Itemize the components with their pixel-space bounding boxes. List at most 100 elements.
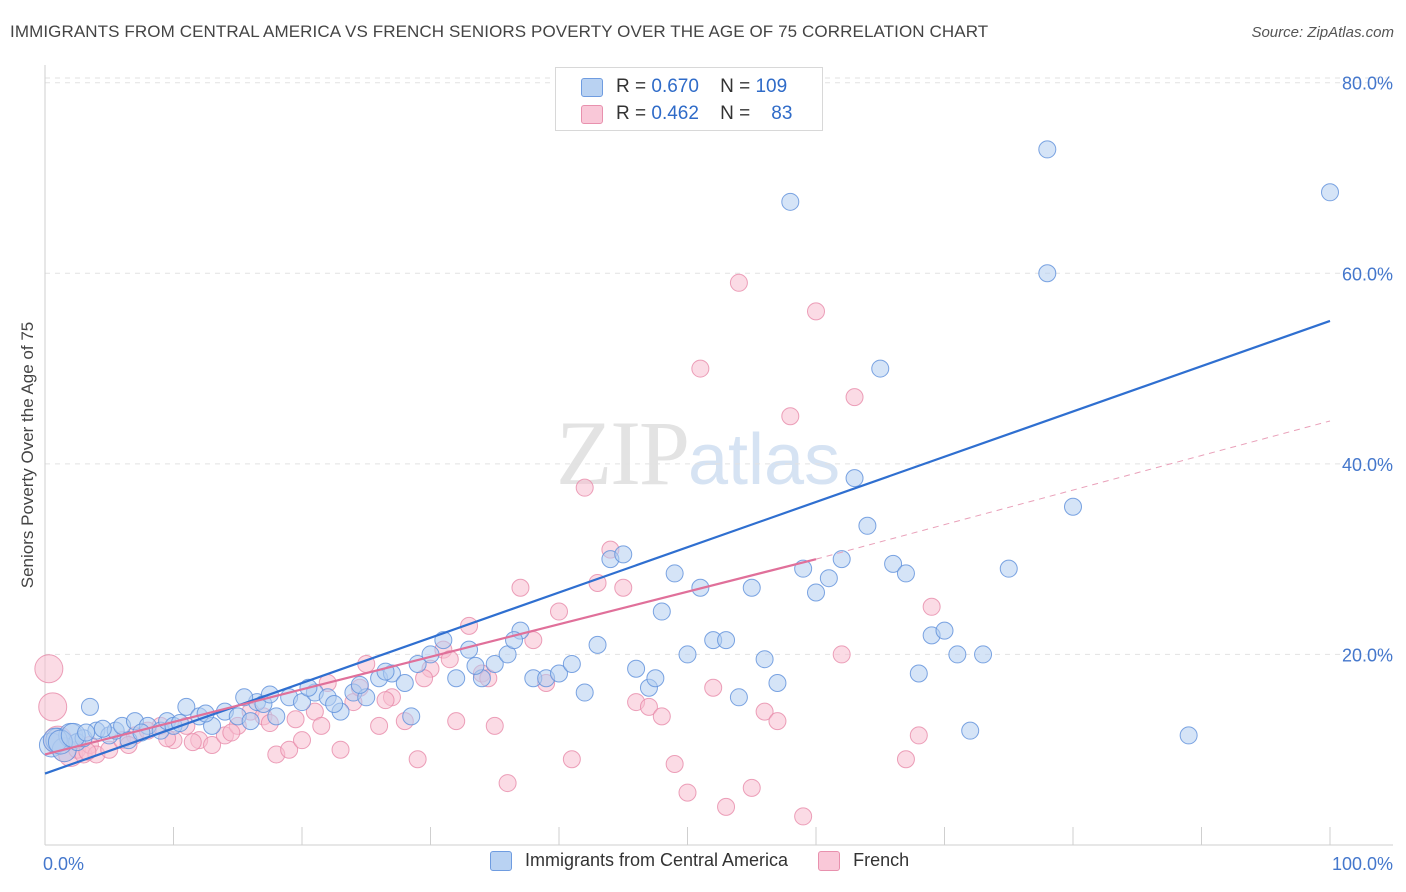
central-america-point	[742, 578, 761, 597]
central-america-point	[395, 674, 414, 693]
watermark-atlas: atlas	[688, 420, 841, 500]
central-america-point	[1321, 183, 1339, 202]
french-point	[511, 578, 530, 597]
central-america-point	[267, 707, 286, 726]
central-america-point	[935, 621, 954, 640]
central-america-point	[948, 645, 967, 664]
legend-r-label: R =	[616, 76, 647, 97]
legend-r-value: 0.462	[651, 103, 699, 124]
central-america-point	[575, 683, 594, 702]
french-point	[768, 712, 787, 731]
legend-swatch-pink	[818, 850, 841, 871]
french-point	[614, 578, 633, 597]
french-point	[286, 710, 305, 729]
central-america-point	[755, 650, 774, 669]
x-tick-label: 0.0%	[43, 854, 84, 874]
central-america-point	[871, 359, 890, 378]
french-point	[440, 650, 459, 669]
central-america-point	[884, 554, 903, 573]
french-point	[845, 388, 864, 407]
central-america-point	[485, 654, 504, 673]
central-america-point	[665, 564, 684, 583]
french-trendline-extension	[815, 420, 1331, 560]
french-point	[498, 774, 517, 793]
central-america-point	[768, 674, 787, 693]
correlation-legend: R = 0.670 N = 109 R = 0.462 N = 83	[555, 67, 823, 131]
central-america-point	[80, 697, 99, 716]
french-point	[781, 407, 800, 426]
central-america-point	[858, 516, 877, 535]
french-point	[331, 740, 350, 759]
french-point	[755, 702, 774, 721]
central-america-point	[896, 564, 915, 583]
central-america-point	[1179, 726, 1198, 745]
french-point	[729, 273, 748, 292]
legend-row-blue: R = 0.670 N = 109	[556, 73, 787, 101]
central-america-point	[961, 721, 980, 740]
central-america-point	[999, 559, 1018, 578]
french-point	[376, 691, 395, 710]
french-point	[485, 716, 504, 735]
central-america-point	[678, 645, 697, 664]
legend-item-french: French	[818, 850, 909, 871]
central-america-point	[325, 694, 344, 713]
central-america-point	[588, 635, 607, 654]
french-point	[183, 733, 202, 752]
french-point	[665, 755, 684, 774]
french-point	[704, 678, 723, 697]
central-america-point	[550, 664, 568, 683]
french-point	[717, 797, 736, 816]
x-tick-label: 100.0%	[1332, 854, 1393, 874]
french-point	[742, 778, 761, 797]
central-america-point	[1038, 264, 1057, 283]
french-point	[909, 726, 928, 745]
french-point	[38, 692, 68, 722]
central-america-point	[350, 675, 369, 694]
french-point	[222, 723, 241, 742]
legend-n-label: N =	[720, 76, 751, 97]
central-america-point	[729, 688, 748, 707]
legend-item-central-america: Immigrants from Central America	[490, 850, 788, 871]
central-america-point	[627, 659, 646, 678]
central-america-point	[819, 569, 838, 588]
chart-title: IMMIGRANTS FROM CENTRAL AMERICA VS FRENC…	[10, 22, 989, 41]
legend-r-value: 0.670	[651, 76, 699, 97]
central-america-point	[845, 469, 864, 488]
central-america-point	[614, 545, 633, 564]
central-america-point	[466, 656, 485, 675]
central-america-point	[781, 192, 800, 211]
y-tick-label: 20.0%	[1342, 645, 1393, 665]
legend-n-value: 109	[755, 76, 788, 97]
y-tick-label: 40.0%	[1342, 455, 1393, 475]
legend-n-value: 83	[771, 103, 793, 124]
french-point	[293, 731, 311, 750]
french-point	[896, 750, 915, 769]
central-america-point	[1038, 140, 1057, 159]
y-tick-label: 60.0%	[1342, 264, 1393, 284]
central-america-trendline	[44, 319, 1331, 775]
central-america-point	[1064, 497, 1082, 516]
legend-series-label: French	[853, 850, 910, 870]
central-america-point	[241, 712, 260, 731]
french-point	[652, 707, 671, 726]
french-point	[280, 740, 299, 759]
y-tick-label: 80.0%	[1342, 74, 1393, 94]
legend-series-label: Immigrants from Central America	[525, 850, 789, 870]
source-label: Source: ZipAtlas.com	[1251, 24, 1394, 41]
french-point	[550, 602, 568, 621]
legend-swatch-pink	[581, 104, 603, 124]
french-point	[203, 735, 222, 754]
french-point	[678, 783, 697, 802]
central-america-point	[177, 697, 196, 716]
french-point	[575, 478, 594, 497]
central-america-point	[402, 707, 421, 726]
legend-swatch-blue	[581, 77, 603, 97]
french-point	[408, 750, 427, 769]
french-point	[370, 716, 389, 735]
central-america-point	[832, 550, 851, 569]
central-america-point	[77, 723, 96, 742]
central-america-point	[909, 664, 928, 683]
series-legend: Immigrants from Central America French	[490, 850, 939, 871]
french-point	[562, 750, 581, 769]
